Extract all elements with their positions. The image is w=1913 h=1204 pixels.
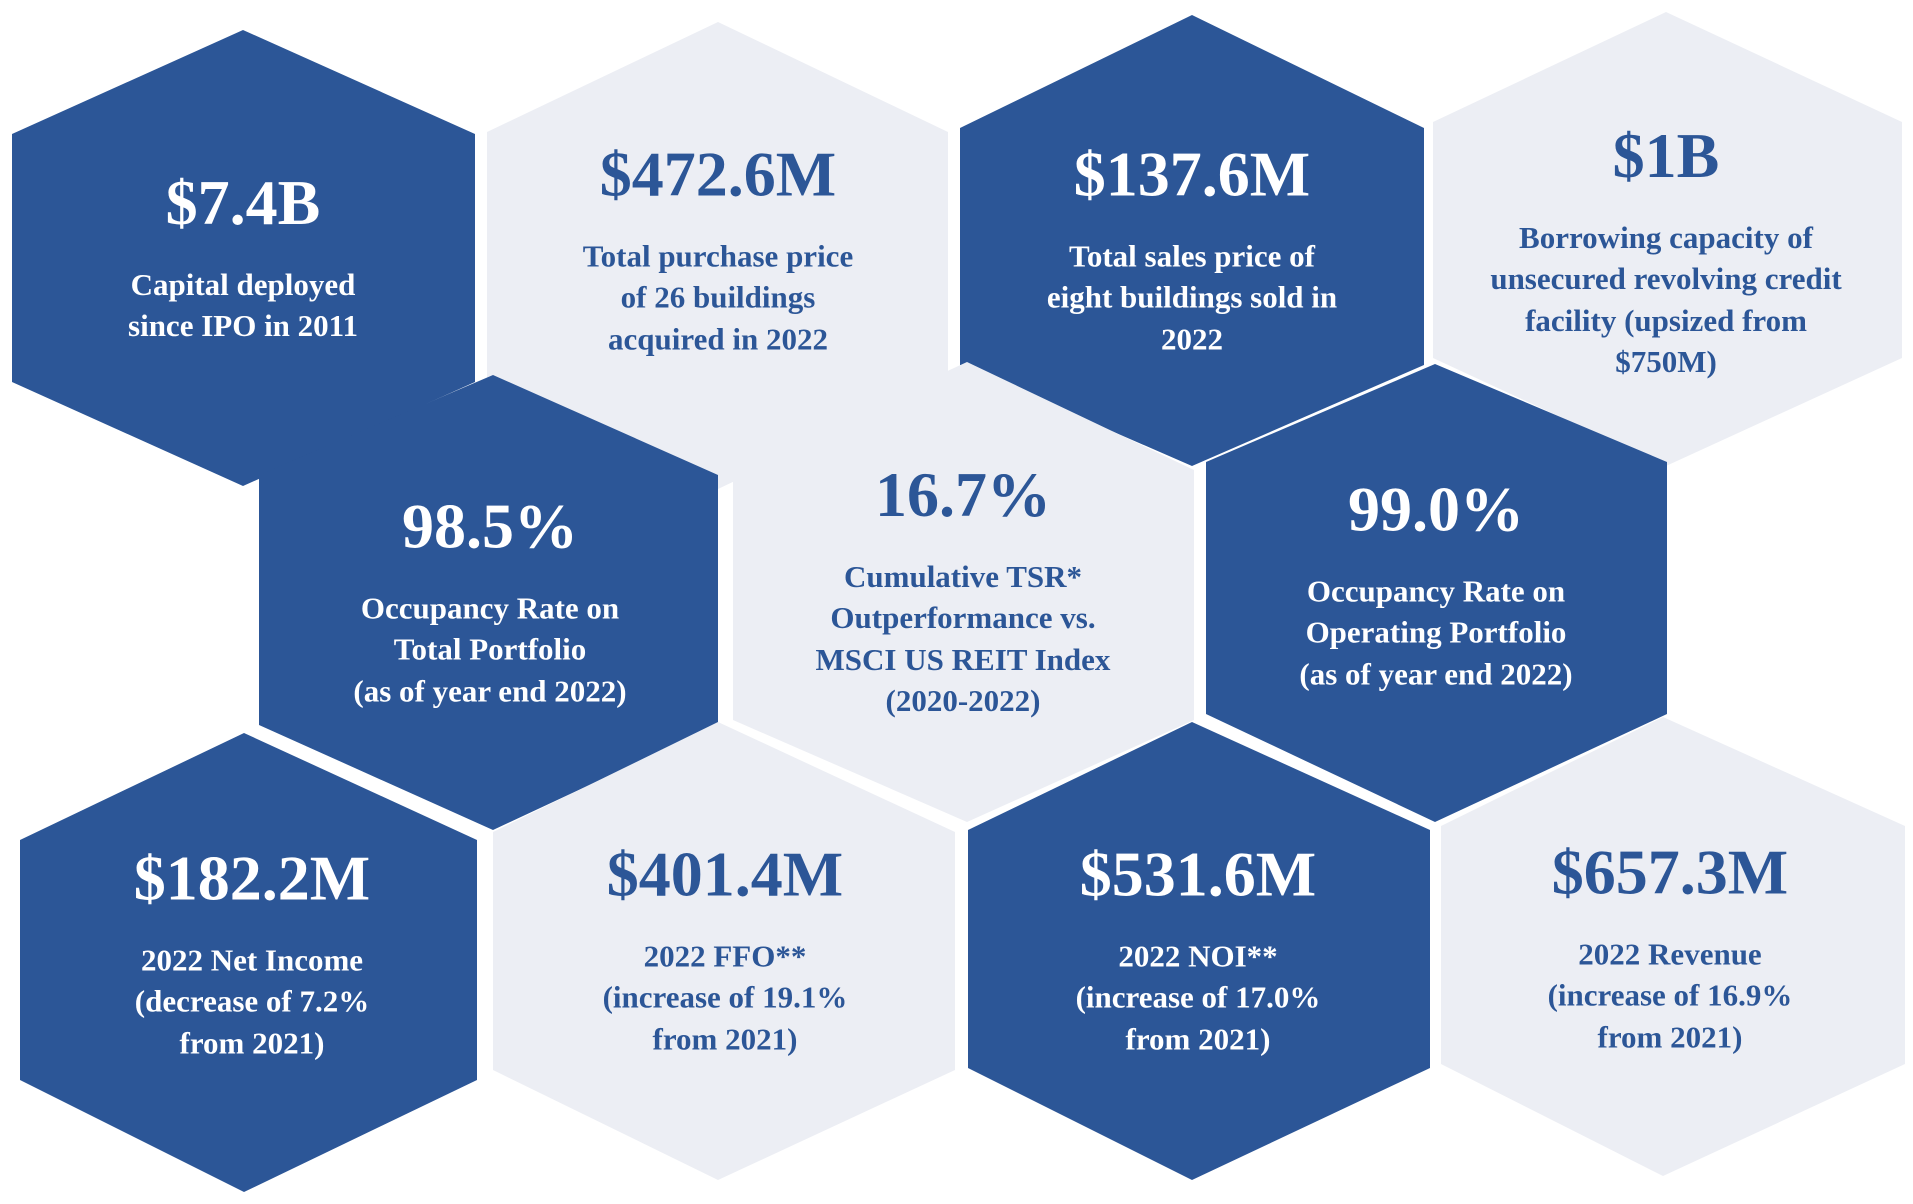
- tile-label: 2022 FFO** (increase of 19.1% from 2021): [602, 938, 848, 1057]
- tile-label: Total sales price of eight buildings sol…: [1046, 238, 1338, 357]
- tile-label: Capital deployed since IPO in 2011: [128, 267, 358, 344]
- tile-ffo: $401.4M 2022 FFO** (increase of 19.1% fr…: [515, 838, 935, 1060]
- tile-value: $7.4B: [165, 167, 321, 239]
- tile-label: 2022 NOI** (increase of 17.0% from 2021): [1075, 938, 1321, 1057]
- hex-cumulative-tsr: [733, 362, 1194, 822]
- hex-borrowing-capacity: [1433, 12, 1902, 466]
- tile-occupancy-total: 98.5% Occupancy Rate on Total Portfolio …: [280, 490, 700, 712]
- hex-revenue: [1441, 717, 1905, 1176]
- hex-sales-price: [960, 15, 1424, 466]
- tile-label: Occupancy Rate on Total Portfolio (as of…: [353, 590, 627, 709]
- hex-occupancy-operating: [1206, 364, 1667, 822]
- tile-revenue: $657.3M 2022 Revenue (increase of 16.9% …: [1460, 836, 1880, 1058]
- tile-label: Cumulative TSR* Outperformance vs. MSCI …: [815, 559, 1111, 718]
- tile-noi: $531.6M 2022 NOI** (increase of 17.0% fr…: [988, 838, 1408, 1060]
- tile-value: 99.0%: [1348, 473, 1524, 545]
- hex-ffo: [493, 722, 955, 1180]
- hex-occupancy-total: [259, 375, 718, 830]
- tile-value: $657.3M: [1551, 836, 1789, 908]
- tile-label: Occupancy Rate on Operating Portfolio (a…: [1299, 573, 1573, 692]
- tile-value: $401.4M: [606, 838, 844, 910]
- tile-label: 2022 Net Income (decrease of 7.2% from 2…: [134, 942, 370, 1061]
- tile-value: $137.6M: [1073, 138, 1311, 210]
- tile-label: Borrowing capacity of unsecured revolvin…: [1490, 220, 1842, 379]
- tile-value: 16.7%: [875, 458, 1051, 530]
- tile-occupancy-operating: 99.0% Occupancy Rate on Operating Portfo…: [1226, 473, 1646, 695]
- tile-sales-price: $137.6M Total sales price of eight build…: [982, 138, 1402, 360]
- tile-value: 98.5%: [402, 490, 578, 562]
- tile-cumulative-tsr: 16.7% Cumulative TSR* Outperformance vs.…: [753, 461, 1173, 721]
- hex-noi: [968, 722, 1430, 1180]
- tile-value: $182.2M: [133, 842, 371, 914]
- tile-value: $531.6M: [1079, 838, 1317, 910]
- tile-purchase-price: $472.6M Total purchase price of 26 build…: [508, 138, 928, 360]
- tile-value: $472.6M: [599, 138, 837, 210]
- tile-borrowing-capacity: $1B Borrowing capacity of unsecured revo…: [1456, 122, 1876, 382]
- tile-net-income: $182.2M 2022 Net Income (decrease of 7.2…: [42, 842, 462, 1064]
- tile-capital-deployed: $7.4B Capital deployed since IPO in 2011: [33, 169, 453, 347]
- hex-net-income: [20, 733, 477, 1192]
- hex-purchase-price: [487, 22, 948, 489]
- tile-label: 2022 Revenue (increase of 16.9% from 202…: [1547, 936, 1793, 1055]
- tile-value: $1B: [1612, 119, 1720, 191]
- tile-label: Total purchase price of 26 buildings acq…: [582, 238, 854, 357]
- hex-capital-deployed: [12, 30, 475, 486]
